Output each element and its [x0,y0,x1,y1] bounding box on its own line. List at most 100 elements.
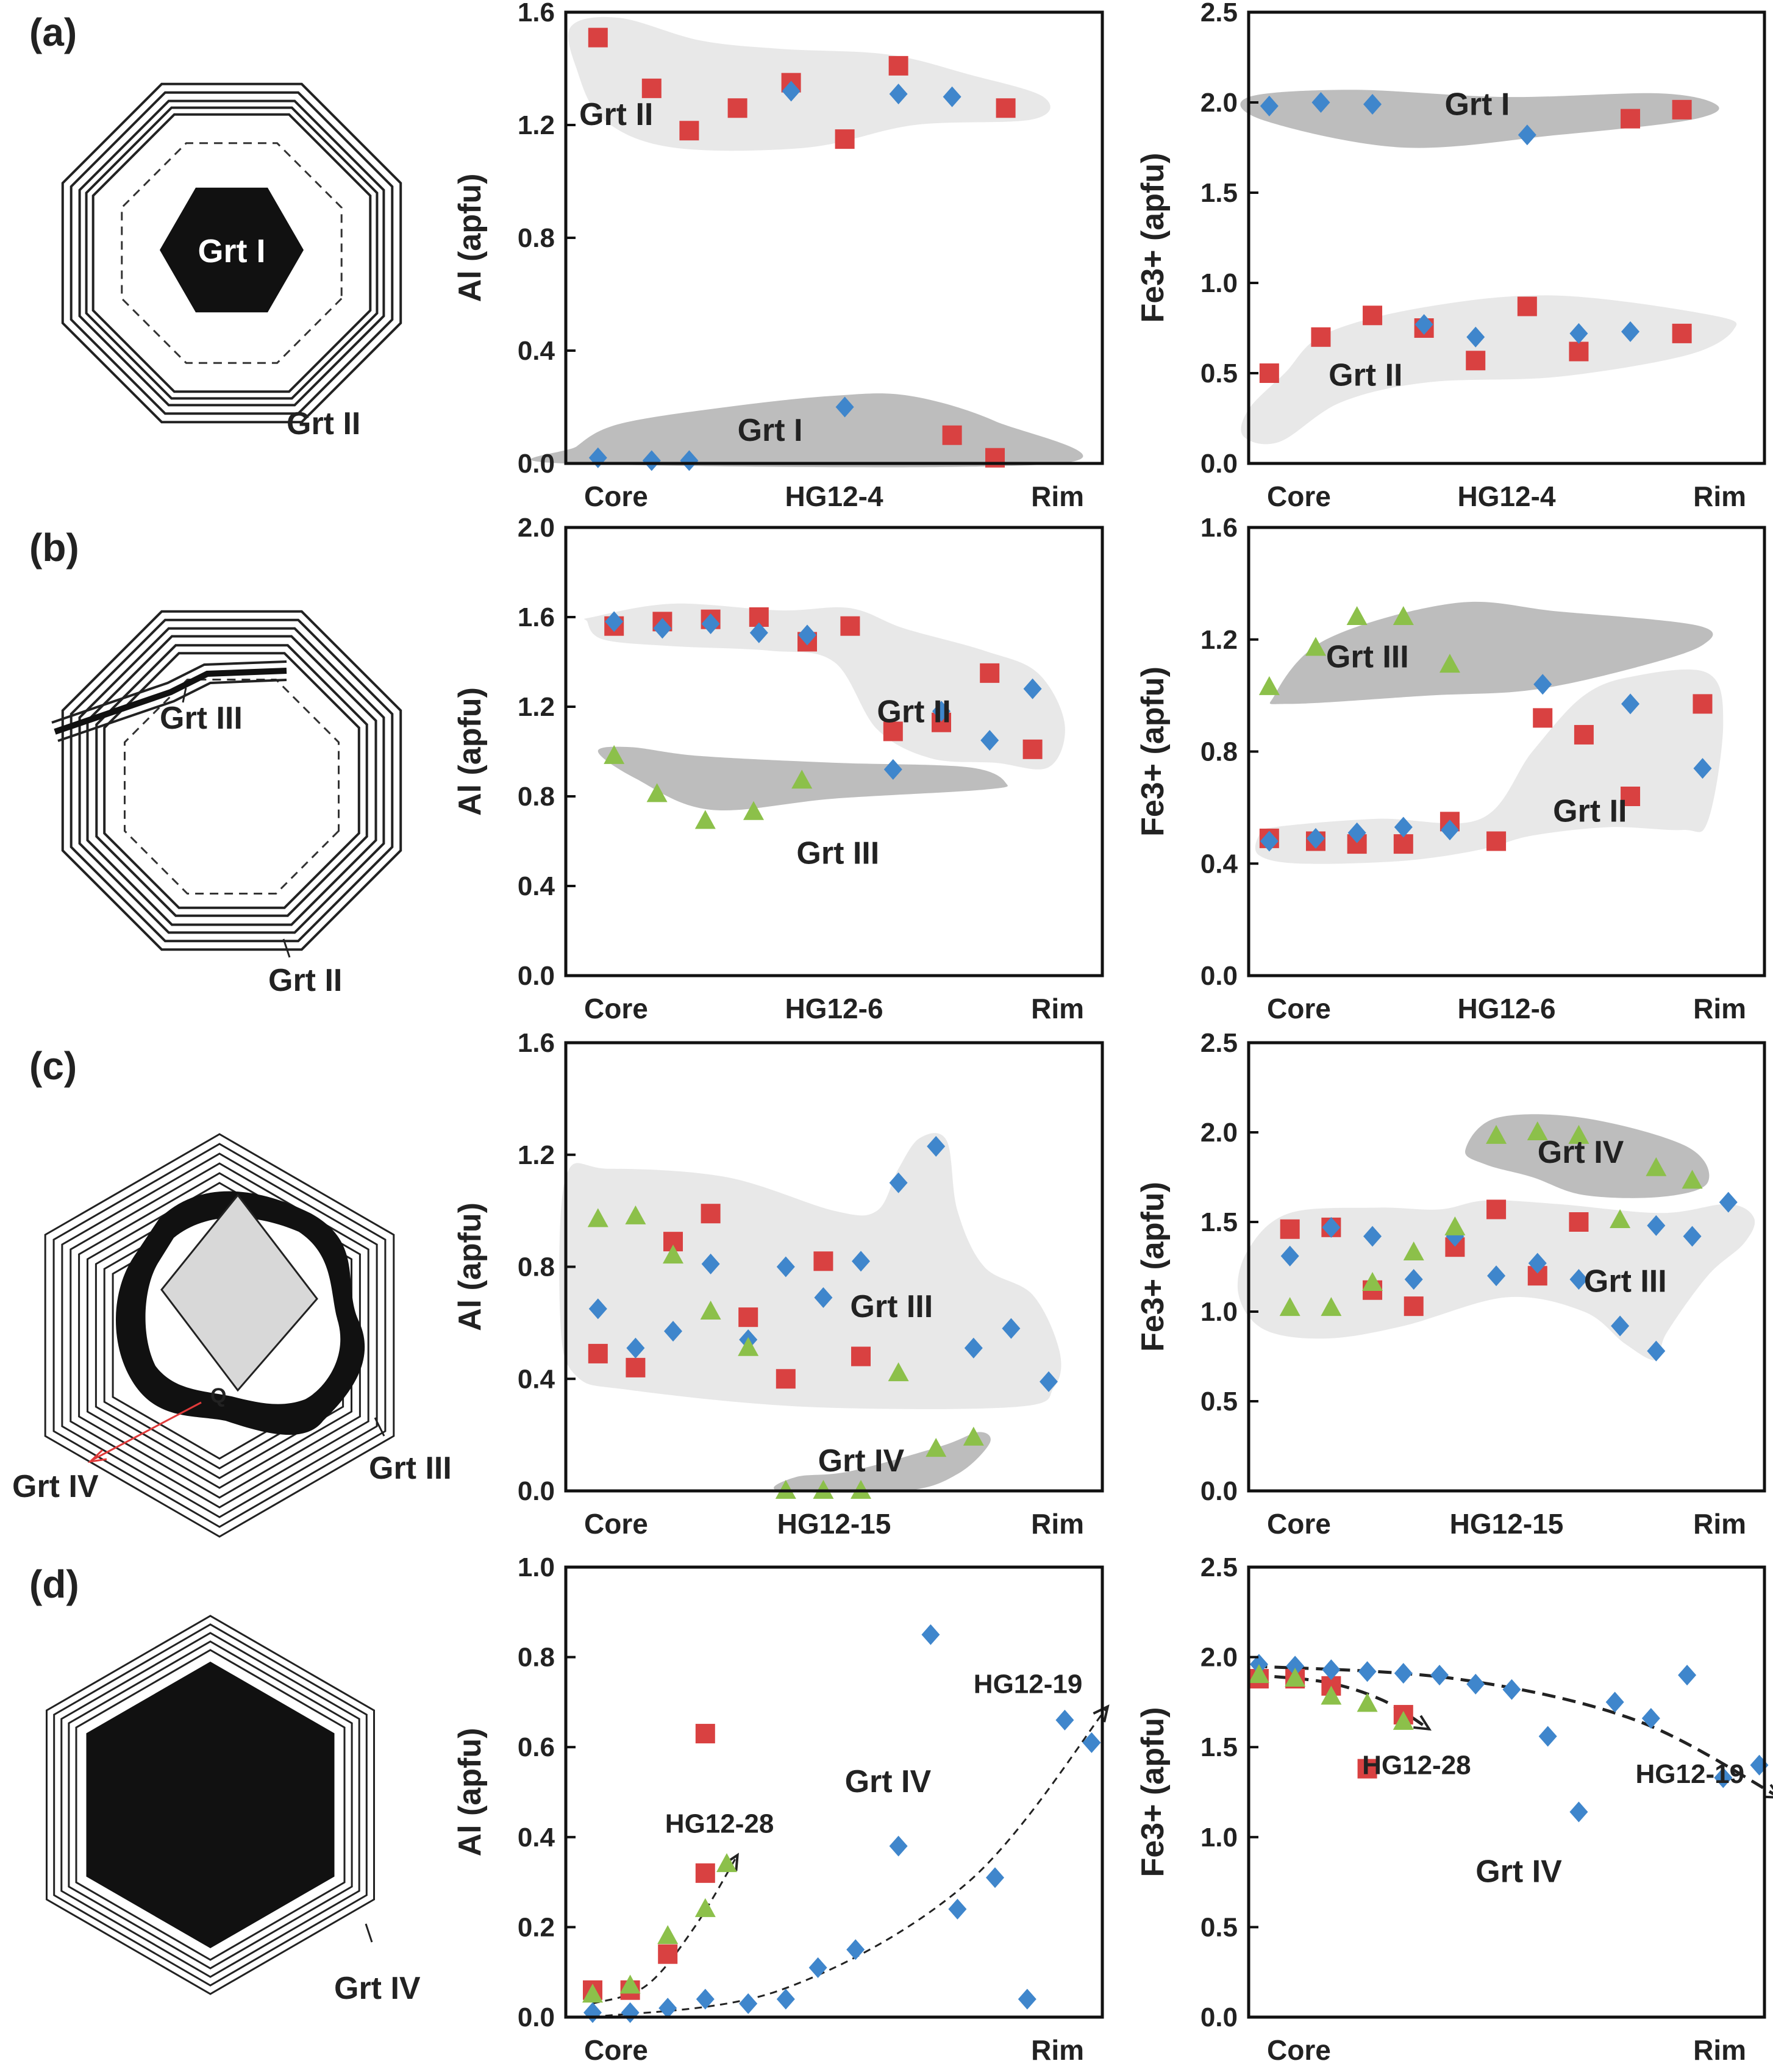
data-point-square [1533,708,1553,728]
data-point-triangle [743,801,764,820]
y-tick-label: 0.0 [518,2002,555,2032]
data-point-triangle [1568,1124,1589,1144]
data-point-diamond [852,1251,870,1272]
data-point-square [679,121,699,141]
schematic-label: Grt IV [334,1971,421,2006]
region-label: Grt II [579,97,653,132]
plot-frame [1247,1041,1766,1493]
data-point-diamond [653,618,672,639]
data-point-diamond [1719,1191,1738,1213]
data-point-square [1466,351,1486,371]
y-tick-label: 0.8 [518,223,555,253]
sample-label: HG12-15 [777,1508,891,1540]
data-point-diamond [701,613,720,635]
data-point-diamond [932,701,951,722]
sample-label: HG12-15 [1450,1508,1564,1540]
sample-label: HG12-4 [1457,480,1555,512]
growth-band [87,1182,352,1489]
chart-1: Grt II Grt I 0.0 0.4 0.8 1.2 1.6 Al (apfu) Core R… [452,0,1104,512]
growth-band [52,1143,387,1528]
data-point-square [738,1307,758,1327]
data-point-square [883,721,903,741]
data-point-square [641,78,662,98]
data-point-triangle [738,1337,759,1356]
y-tick-label: 0.4 [518,1823,555,1852]
region-dark [1269,601,1713,704]
region-label: Grt I [738,413,803,448]
data-point-diamond [846,1939,865,1960]
y-tick-label: 1.0 [1200,268,1238,298]
y-tick-label: 0.0 [518,449,555,479]
data-point-diamond [782,80,801,102]
data-point-square [980,663,1000,683]
data-point-square [776,1369,796,1389]
trend-arrowhead [1764,1784,1773,1799]
data-point-diamond [1440,820,1459,841]
red-pointer [91,1401,202,1462]
data-point-diamond [883,759,902,780]
chart-7: HG12-28 HG12-19 Grt IV 0.0 0.2 0.4 0.6 0.8 1.0 Al… [452,1552,1110,2066]
chart-3: Grt II Grt III 0.0 0.4 0.8 1.2 1.6 2.0 Al (apfu)… [452,513,1104,1024]
data-point-diamond [889,1835,908,1857]
y-axis-label: Al (apfu) [452,687,488,816]
data-point-square [1693,694,1713,714]
y-tick-label: 0.0 [1200,2002,1238,2032]
data-point-diamond [814,1287,833,1309]
schematic-a: Grt I Grt II [61,82,402,441]
trend-line-HG12-28 [592,1854,738,2005]
y-tick-label: 1.0 [518,1552,555,1582]
pointer-line [282,938,291,958]
panel-letter: (b) [29,526,79,570]
data-point-square [1517,296,1537,316]
data-point-diamond [1311,92,1330,113]
y-tick-label: 0.2 [518,1912,555,1942]
data-point-square [840,616,860,636]
data-point-diamond [1569,1269,1588,1290]
y-axis-label: Fe3+ (apfu) [1135,1707,1171,1877]
data-point-diamond [1502,1679,1521,1700]
y-tick-label: 1.5 [1200,1732,1238,1762]
y-tick-label: 1.2 [518,1140,555,1170]
data-point-triangle [1486,1124,1507,1144]
data-point-diamond [1414,314,1433,335]
growth-band [78,1172,361,1499]
growth-band [70,618,394,943]
data-point-square [695,1724,715,1744]
data-point-square [996,98,1016,118]
data-point-triangle [1646,1157,1667,1176]
data-point-triangle [1321,1297,1342,1316]
data-point-diamond [1430,1665,1449,1686]
y-tick-label: 1.5 [1200,1207,1238,1237]
sample-label: HG12-6 [1457,993,1555,1024]
growth-band [70,1162,369,1509]
y-tick-label: 0.4 [518,336,555,366]
data-point-square [1672,99,1692,120]
x-label-core: Core [584,2034,648,2066]
data-point-diamond [1363,93,1382,115]
x-label-rim: Rim [1031,480,1084,512]
data-point-diamond [1347,822,1366,843]
data-point-diamond [835,396,854,418]
plot-frame [1247,10,1766,465]
schematic-c: Q Grt IV Grt III [12,1133,452,1538]
data-point-diamond [1487,1265,1506,1287]
y-tick-label: 1.0 [1200,1823,1238,1852]
chart-5: Grt III Grt IV 0.0 0.4 0.8 1.2 1.6 Al (apfu) Cor… [452,1028,1104,1540]
data-point-triangle [1362,1271,1383,1291]
data-point-square [1259,363,1279,383]
data-point-triangle [657,1925,679,1945]
data-point-diamond [1322,1659,1341,1681]
data-point-square [695,1863,715,1883]
data-point-diamond [1538,1726,1557,1747]
data-point-diamond [1306,827,1325,849]
data-point-diamond [588,1298,607,1320]
data-point-diamond [921,1624,940,1645]
x-label-rim: Rim [1693,480,1746,512]
schematic-label: Grt IV [12,1469,99,1504]
data-point-diamond [1611,1315,1630,1337]
annotation-label: HG12-19 [1636,1759,1745,1789]
data-point-diamond [1260,95,1279,116]
growth-band [68,1640,353,1970]
trend-line-HG12-28 [1254,1673,1430,1731]
data-point-triangle [1357,1693,1378,1712]
